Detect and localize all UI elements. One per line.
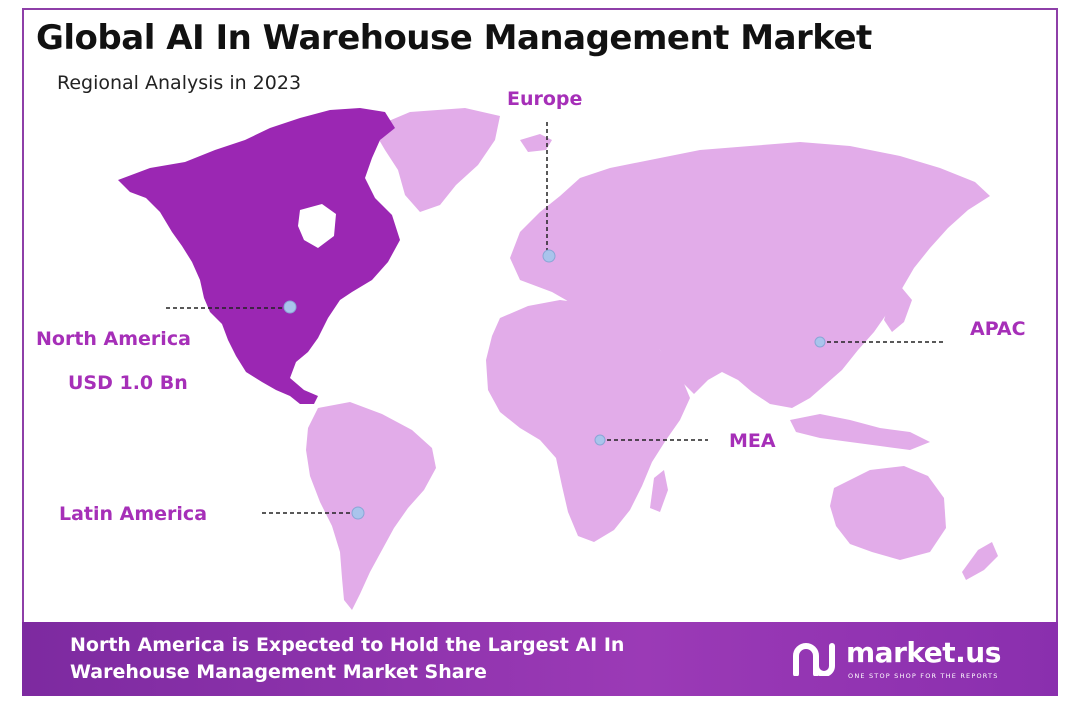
latin-america-marker[interactable] xyxy=(351,506,365,520)
page-subtitle: Regional Analysis in 2023 xyxy=(57,72,302,94)
europe-marker[interactable] xyxy=(542,249,556,263)
japan-shape xyxy=(884,288,912,332)
logo-name: market.us xyxy=(846,636,1001,669)
europe-label: Europe xyxy=(507,88,583,110)
north-america-marker[interactable] xyxy=(283,300,297,314)
latin-america-shape[interactable] xyxy=(306,402,436,610)
apac-marker[interactable] xyxy=(814,336,826,348)
mea-marker[interactable] xyxy=(594,434,606,446)
north-america-value: USD 1.0 Bn xyxy=(68,372,188,394)
greenland-shape xyxy=(372,108,500,212)
logo-mark-icon xyxy=(793,643,835,676)
southeast-asia-islands xyxy=(790,414,930,450)
north-america-label: North America xyxy=(36,328,191,350)
hudson-bay xyxy=(298,204,336,248)
banner-text: North America is Expected to Hold the La… xyxy=(70,634,625,683)
eurasia-shape[interactable] xyxy=(510,142,990,408)
latin-america-label: Latin America xyxy=(59,503,208,525)
north-america-shape[interactable] xyxy=(118,108,400,404)
madagascar-shape xyxy=(650,470,668,512)
apac-label: APAC xyxy=(970,318,1026,340)
mea-label: MEA xyxy=(729,430,776,452)
market-us-logo: market.us ONE STOP SHOP FOR THE REPORTS xyxy=(792,636,1042,686)
mea-shape[interactable] xyxy=(486,300,690,542)
footer-banner: North America is Expected to Hold the La… xyxy=(22,622,1058,696)
new-zealand-shape xyxy=(962,542,998,580)
page-title: Global AI In Warehouse Management Market xyxy=(36,18,872,58)
logo-tagline: ONE STOP SHOP FOR THE REPORTS xyxy=(848,672,999,680)
iceland-shape xyxy=(520,134,552,152)
australia-shape xyxy=(830,466,946,560)
